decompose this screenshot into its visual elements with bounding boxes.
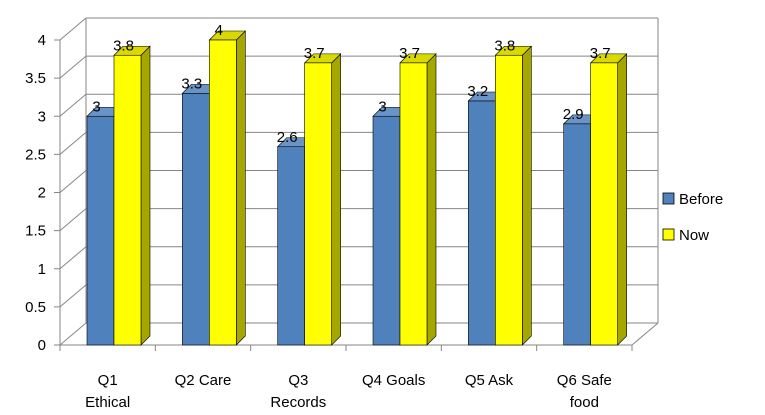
gridline-diagonal bbox=[59, 131, 87, 155]
bar-front bbox=[468, 100, 496, 346]
bar-front bbox=[590, 62, 618, 346]
y-tick-label: 1.5 bbox=[25, 223, 46, 240]
bar-side bbox=[426, 53, 437, 346]
gridline-diagonal bbox=[59, 322, 87, 346]
x-category-label: Q5 Ask bbox=[465, 372, 514, 389]
bars-layer bbox=[86, 30, 628, 346]
legend-label: Now bbox=[679, 227, 709, 244]
x-category-label: Q2 Care bbox=[175, 372, 232, 389]
bar-front bbox=[209, 39, 237, 346]
bar-now bbox=[208, 30, 247, 346]
bar-front bbox=[399, 62, 428, 346]
x-category-label: Q3 Records bbox=[270, 372, 326, 411]
grid-layer bbox=[59, 17, 658, 346]
gridline-diagonal bbox=[59, 93, 87, 117]
x-category-label-line: Q3 bbox=[288, 372, 308, 389]
data-label: 3 bbox=[378, 98, 386, 115]
data-label: 3.7 bbox=[590, 45, 611, 62]
x-category-label: Q4 Goals bbox=[362, 372, 425, 389]
gridline-diagonal bbox=[59, 208, 87, 232]
bar-now bbox=[113, 45, 151, 346]
gridline-diagonal bbox=[59, 17, 87, 41]
labels-layer: 0 0.5 1 1.5 2 2.5 3 3.5 4 3 3.8 Q1 Ethical 3.3 4 Q2 Car… bbox=[25, 22, 612, 411]
legend: Before Now bbox=[662, 191, 723, 244]
data-label: 3.8 bbox=[113, 37, 134, 54]
bar-front bbox=[86, 115, 115, 346]
y-tick-label: 0 bbox=[38, 337, 46, 354]
x-category-label-line: Q4 Goals bbox=[362, 372, 425, 389]
bar-now bbox=[494, 45, 533, 346]
legend-swatch bbox=[662, 228, 675, 241]
data-label: 3.7 bbox=[399, 45, 420, 62]
bar-front bbox=[563, 123, 591, 346]
data-label: 4 bbox=[215, 22, 223, 39]
x-category-label-line: Records bbox=[270, 394, 326, 411]
bar-front bbox=[182, 93, 210, 346]
bar-now bbox=[399, 53, 437, 346]
x-category-label: Q6 Safe food bbox=[557, 372, 612, 411]
x-category-label: Q1 Ethical bbox=[85, 372, 130, 411]
data-label: 2.6 bbox=[277, 129, 298, 146]
y-tick-label: 3 bbox=[38, 108, 46, 125]
data-label: 3.8 bbox=[494, 37, 515, 54]
gridline-diagonal bbox=[59, 246, 87, 270]
data-label: 2.9 bbox=[563, 106, 584, 123]
x-category-label-line: Q1 bbox=[98, 372, 118, 389]
data-label: 3 bbox=[92, 98, 100, 115]
bar-front bbox=[304, 62, 332, 346]
bar-front bbox=[495, 54, 523, 346]
y-tick-label: 0.5 bbox=[25, 299, 46, 316]
data-label: 3.3 bbox=[181, 75, 202, 92]
bar-now bbox=[589, 53, 628, 346]
bar-front bbox=[372, 115, 401, 346]
bar-front bbox=[113, 54, 142, 346]
data-label: 3.2 bbox=[467, 83, 488, 100]
y-tick-label: 1 bbox=[38, 261, 46, 278]
legend-swatch bbox=[662, 192, 675, 205]
bar-now bbox=[303, 53, 342, 346]
gridline-diagonal bbox=[59, 284, 87, 308]
floor-right-edge bbox=[631, 322, 659, 346]
bar-side bbox=[331, 53, 341, 346]
bar-side bbox=[236, 30, 246, 346]
legend-item-before: Before bbox=[662, 191, 723, 208]
x-category-label-line: Q5 Ask bbox=[465, 372, 514, 389]
bar-front bbox=[277, 146, 305, 346]
data-label: 3.7 bbox=[304, 45, 325, 62]
x-category-label-line: Q6 Safe bbox=[557, 372, 612, 389]
x-category-label-line: food bbox=[570, 394, 599, 411]
gridline-diagonal bbox=[59, 55, 87, 79]
x-category-label-line: Ethical bbox=[85, 394, 130, 411]
legend-label: Before bbox=[679, 191, 723, 208]
y-tick-label: 3.5 bbox=[25, 70, 46, 87]
y-tick-label: 2.5 bbox=[25, 146, 46, 163]
y-tick-label: 4 bbox=[38, 32, 46, 49]
bar-side bbox=[617, 53, 627, 346]
bar-side bbox=[140, 45, 151, 346]
y-tick-label: 2 bbox=[38, 185, 46, 202]
gridline-diagonal bbox=[59, 170, 87, 193]
x-category-label-line: Q2 Care bbox=[175, 372, 232, 389]
bar-side bbox=[522, 45, 532, 346]
axis-layer bbox=[54, 18, 659, 351]
legend-item-now: Now bbox=[662, 227, 709, 244]
